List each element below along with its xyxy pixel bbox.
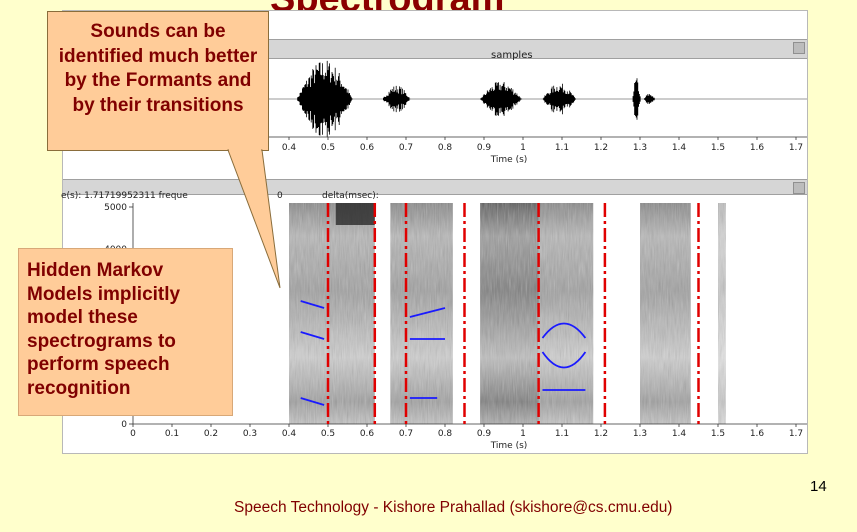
- waveform-x-axis-label: Time (s): [490, 155, 528, 165]
- signal-plots: 0.4 0.5 0.6 0.7 0.8 0.9 1 1.1 1.2 1.3 1.4 1.5 1.6 1.7…: [63, 60, 807, 451]
- formant-tracks: [300, 300, 587, 406]
- waveform-tick-label: 1.1: [555, 143, 569, 153]
- scroll-button[interactable]: [793, 42, 805, 54]
- spectrogram-tick-label: 1: [520, 429, 526, 439]
- waveform-tick-label: 1.3: [633, 143, 647, 153]
- spectrogram-tick-label: 1.6: [750, 429, 765, 439]
- spectrogram-segment: [289, 203, 375, 424]
- spectrogram-tick-label: 1.3: [633, 429, 647, 439]
- formant-track: [541, 351, 587, 369]
- formant-track: [300, 300, 325, 309]
- spectrogram-tick-label: 0.4: [282, 429, 297, 439]
- formants-callout: Sounds can be identified much better by …: [47, 11, 269, 151]
- waveform-tick-label: 0.8: [438, 143, 453, 153]
- waveform-tick-label: 0.6: [360, 143, 375, 153]
- spectrogram-tick-label: 0.9: [477, 429, 492, 439]
- formant-track: [541, 322, 587, 339]
- spectrogram-segment: [480, 203, 539, 424]
- spectrogram-tick-label: 0.1: [165, 429, 179, 439]
- spectrogram-tick-label: 1.5: [711, 429, 725, 439]
- time-readout: e(s): 1.71719952311 freque: [61, 191, 188, 201]
- spectrogram-x-axis-label: Time (s): [490, 441, 528, 451]
- waveform-tick-label: 0.4: [282, 143, 297, 153]
- spectrogram-tick-label: 0.3: [243, 429, 257, 439]
- scroll-button[interactable]: [793, 182, 805, 194]
- spectrogram-y-tick-label: 0: [121, 420, 127, 430]
- spectrogram-tick-label: 0.6: [360, 429, 375, 439]
- spectrogram-tick-label: 0.7: [399, 429, 413, 439]
- waveform-tick-label: 0.5: [321, 143, 335, 153]
- formant-track: [300, 397, 325, 406]
- waveform-tick-label: 1.2: [594, 143, 608, 153]
- waveform-tick-label: 1.7: [789, 143, 803, 153]
- waveform-tick-label: 1.4: [672, 143, 687, 153]
- formant-track: [300, 331, 325, 340]
- waveform-tick-label: 0.7: [399, 143, 413, 153]
- formant-track: [409, 307, 446, 318]
- spectrogram: [289, 203, 726, 424]
- waveform-tick-label: 1: [520, 143, 526, 153]
- spectrogram-tick-label: 1.7: [789, 429, 803, 439]
- spectrogram-tick-label: 0.2: [204, 429, 218, 439]
- slide-footer: Speech Technology - Kishore Prahallad (s…: [234, 499, 673, 516]
- waveform-tick-label: 0.9: [477, 143, 492, 153]
- waveform-title: samples: [491, 50, 533, 61]
- spectrogram-tick-label: 1.1: [555, 429, 569, 439]
- waveform-tick-label: 1.6: [750, 143, 765, 153]
- spectrogram-tick-label: 1.2: [594, 429, 608, 439]
- delta-readout: delta(msec):: [322, 191, 379, 201]
- spectrogram-tick-label: 0.8: [438, 429, 453, 439]
- segment-boundaries: [326, 203, 700, 424]
- spectrogram-y-tick-label: 5000: [104, 203, 127, 213]
- spectrogram-segment: [718, 203, 726, 424]
- slide-number: 14: [810, 478, 827, 495]
- spectrogram-tick-label: 1.4: [672, 429, 687, 439]
- spectrogram-segment: [538, 203, 594, 424]
- hmm-callout: Hidden Markov Models implicitly model th…: [18, 248, 233, 416]
- spectrogram-tick-label: 0: [130, 429, 136, 439]
- spectrogram-segment: [640, 203, 691, 424]
- waveform-tick-label: 1.5: [711, 143, 725, 153]
- spectrogram-tick-label: 0.5: [321, 429, 335, 439]
